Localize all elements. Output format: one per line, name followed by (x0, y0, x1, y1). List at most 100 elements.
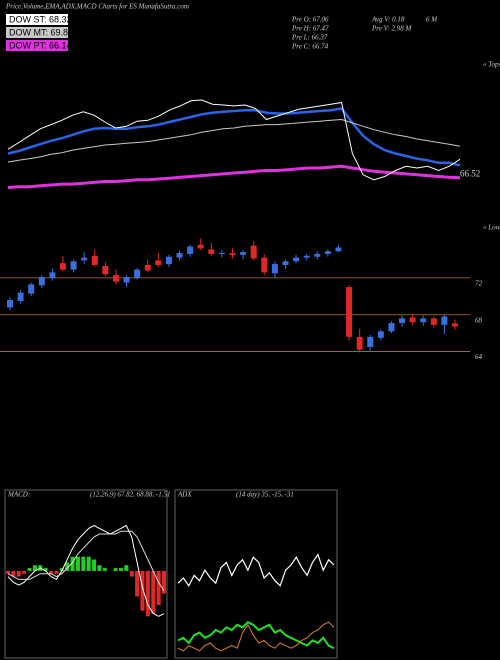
candle-body (59, 263, 66, 270)
candle-body (17, 292, 24, 301)
histogram-bar (59, 568, 64, 571)
adx-frame (174, 489, 338, 659)
candle-body (187, 246, 194, 254)
histogram-bar (97, 565, 102, 571)
candle-body (356, 336, 363, 350)
candle-body (282, 261, 289, 265)
candle-body (81, 257, 88, 261)
annotation: 66.52 (460, 169, 480, 179)
candle-body (314, 253, 321, 257)
histogram-bar (135, 570, 140, 597)
histogram-bar (145, 570, 150, 617)
histogram-bar (70, 556, 75, 571)
candle-body (261, 257, 268, 273)
macd-line (7, 524, 165, 617)
series-line (7, 107, 461, 167)
legend-label: DOW PT: 66.14 (9, 40, 72, 50)
series-line (7, 164, 461, 189)
candle-body (28, 284, 35, 294)
y-tick-label: 72 (475, 280, 483, 288)
info-text: Pre L: 66.37 (291, 34, 328, 42)
macd-frame (4, 489, 168, 659)
candle-body (208, 249, 215, 254)
series-line (7, 118, 461, 163)
candle-body (240, 252, 247, 255)
histogram-bar (156, 570, 161, 605)
candle-body (102, 265, 109, 275)
legend-swatch (6, 14, 68, 25)
candle-body (399, 318, 406, 324)
candle-body (49, 272, 56, 278)
histogram-bar (22, 570, 27, 574)
candle-body (271, 264, 278, 274)
info-text: Pre C: 66.74 (291, 43, 329, 51)
histogram-bar (75, 556, 80, 571)
histogram-bar (32, 565, 37, 571)
panel-label: ADX (177, 491, 192, 499)
candle-body (70, 261, 77, 270)
panel-title: (14 day) 35, -15, -31 (236, 491, 294, 499)
candle-body (123, 276, 130, 283)
histogram-bar (102, 568, 107, 571)
histogram-bar (118, 568, 123, 571)
candle-body (38, 276, 45, 286)
histogram-bar (140, 570, 145, 611)
panel-label: MACD: (7, 491, 30, 499)
histogram-bar (129, 570, 134, 577)
candle-body (388, 323, 395, 332)
histogram-bar (92, 559, 97, 571)
candle-body (303, 255, 310, 258)
info-text: 6 M (426, 16, 438, 24)
histogram-bar (86, 556, 91, 571)
adx-line (177, 620, 335, 650)
info-text: Pre H: 67.47 (291, 25, 329, 33)
page-title: Price,Volume,EMA,ADX,MACD Charts for ES … (5, 3, 189, 11)
histogram-bar (27, 568, 32, 571)
y-tick-label: 64 (475, 353, 483, 361)
candle-body (7, 300, 13, 308)
candle-body (324, 251, 331, 254)
legend-label: DOW ST: 68.32 (9, 14, 72, 24)
histogram-bar (54, 570, 59, 574)
histogram-bar (151, 570, 156, 614)
candle-body (430, 318, 437, 325)
histogram-bar (81, 556, 86, 571)
adx-line (177, 621, 335, 652)
histogram-bar (162, 570, 166, 594)
candle-body (197, 244, 204, 249)
legend-swatch (6, 40, 68, 51)
candle-body (441, 316, 448, 325)
histogram-bar (113, 568, 118, 571)
legend-swatch (6, 27, 68, 38)
info-text: Pre O: 67.06 (291, 16, 329, 24)
histogram-bar (49, 570, 54, 574)
candle-body (176, 253, 183, 258)
panel-title: (12,26,9) 67.82, 68.88, -1.51 (90, 491, 171, 499)
candle-body (229, 253, 236, 255)
info-text: Avg V: 0.18 (371, 16, 405, 24)
histogram-bar (65, 562, 70, 571)
candle-body (346, 287, 353, 337)
candle-body (144, 265, 151, 271)
adx-line (177, 553, 335, 587)
lows-label: « Lows (483, 224, 500, 232)
histogram-bar (11, 570, 16, 577)
candle-body (218, 253, 225, 255)
histogram-bar (6, 570, 10, 574)
macd-line (7, 530, 165, 592)
info-text: Pre V: 2.98 M (371, 25, 412, 33)
series-line (7, 99, 461, 181)
y-tick-label: 68 (475, 316, 483, 324)
candle-body (155, 260, 162, 265)
histogram-bar (124, 565, 129, 571)
candle-body (377, 331, 384, 338)
candle-body (367, 336, 374, 347)
histogram-bar (43, 568, 48, 571)
candle-body (134, 269, 141, 278)
legend-label: DOW MT: 69.86 (9, 27, 73, 37)
candle-body (409, 317, 416, 323)
tops-label: « Tops (483, 61, 500, 69)
candle-body (165, 256, 172, 265)
candle-body (335, 247, 342, 252)
